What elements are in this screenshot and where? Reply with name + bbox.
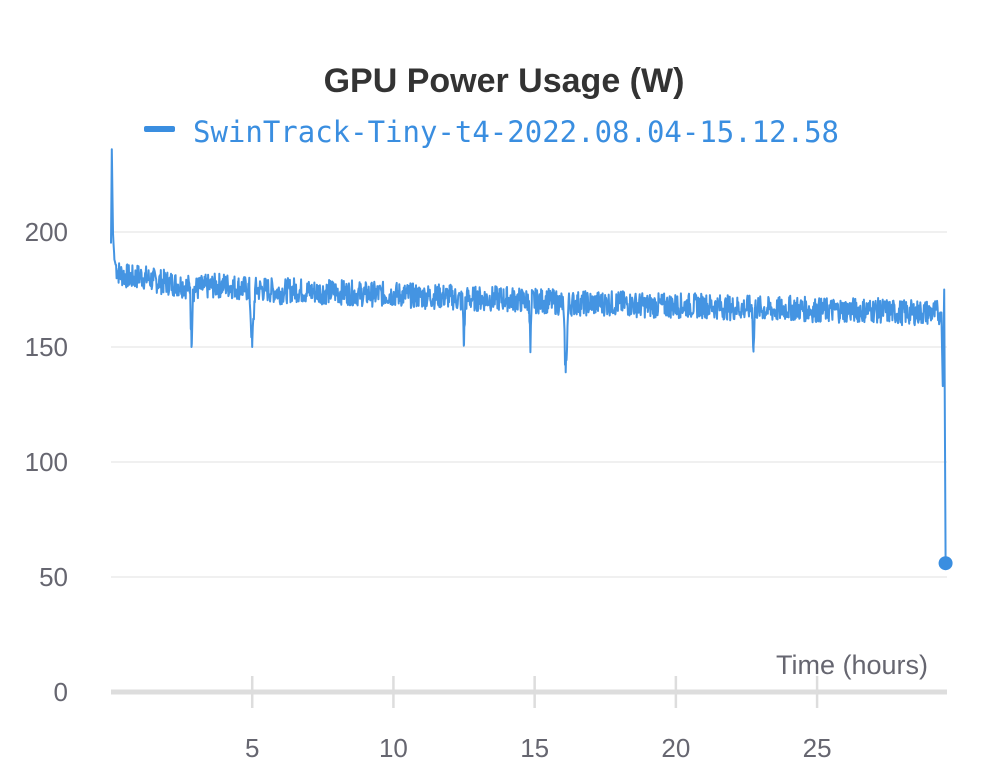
- y-tick-label: 150: [25, 332, 68, 362]
- y-tick-label: 100: [25, 447, 68, 477]
- x-tick-label: 25: [803, 733, 832, 763]
- x-tick-label: 20: [661, 733, 690, 763]
- y-axis-ticks: 0 50 100 150 200: [25, 217, 68, 707]
- last-point-marker: [938, 556, 953, 571]
- x-axis-label: Time (hours): [776, 650, 928, 680]
- x-axis: 5 10 15 20 25: [111, 676, 947, 763]
- legend-label: SwinTrack-Tiny-t4-2022.08.04-15.12.58: [193, 115, 839, 149]
- x-tick-label: 5: [245, 733, 259, 763]
- x-tick-label: 15: [520, 733, 549, 763]
- y-tick-label: 0: [54, 677, 68, 707]
- x-tick-label: 10: [379, 733, 408, 763]
- series-line: [110, 148, 947, 564]
- legend: SwinTrack-Tiny-t4-2022.08.04-15.12.58: [144, 115, 839, 149]
- legend-swatch: [144, 126, 175, 132]
- y-tick-label: 200: [25, 217, 68, 247]
- gridlines: [111, 231, 947, 578]
- plot-area: [110, 148, 953, 571]
- chart-title: GPU Power Usage (W): [324, 62, 685, 100]
- y-tick-label: 50: [39, 562, 68, 592]
